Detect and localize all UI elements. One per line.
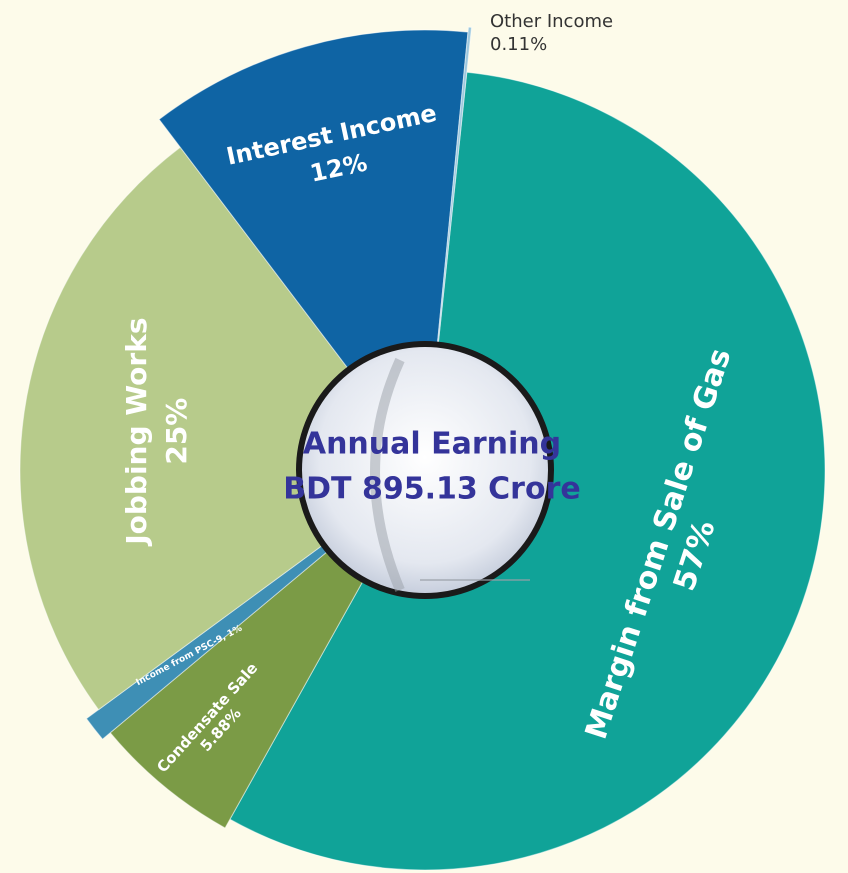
center-circle (299, 344, 551, 596)
value-label: 0.11% (490, 34, 547, 55)
value-label: 25% (160, 398, 193, 465)
chart: Margin from Sale of Gas57%Condensate Sal… (0, 0, 848, 873)
slice-label: Jobbing Works (120, 318, 153, 547)
center-subtitle: BDT 895.13 Crore (283, 472, 580, 507)
page: {"chart_data": { "type": "pie", "categor… (0, 0, 848, 873)
center-title: Annual Earning (303, 427, 561, 462)
slice-label: Other Income (490, 11, 613, 32)
